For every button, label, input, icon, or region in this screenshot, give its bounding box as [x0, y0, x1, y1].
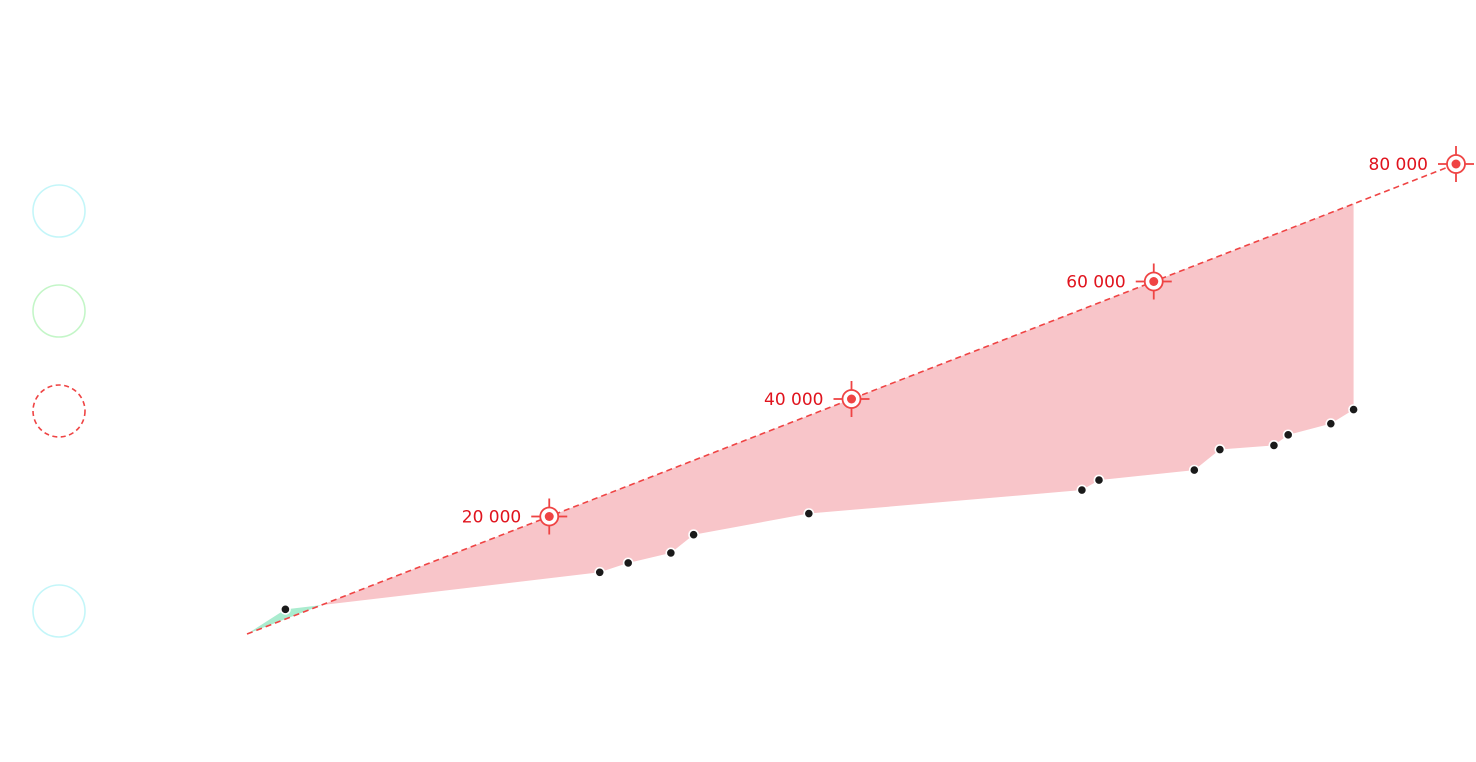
milestone-marker: 20 000	[462, 498, 568, 535]
legend	[32, 184, 86, 638]
data-point	[1282, 429, 1294, 441]
milestone-marker: 40 000	[764, 381, 870, 417]
milestone-marker: 60 000	[1066, 263, 1172, 300]
milestone-dot	[544, 512, 554, 521]
data-point	[1076, 484, 1088, 496]
legend-marker-4	[32, 584, 86, 638]
milestone-markers: 20 000 40 000 60 000 80 000	[462, 146, 1474, 535]
legend-marker-2	[32, 284, 86, 338]
data-point	[622, 557, 634, 569]
data-point	[1093, 474, 1105, 486]
milestone-dot	[847, 394, 856, 404]
data-point	[1348, 404, 1359, 415]
legend-marker-3	[32, 384, 86, 438]
target-line-group	[246, 163, 1457, 635]
data-point	[803, 508, 815, 519]
milestone-dot	[1149, 277, 1159, 286]
milestone-label: 20 000	[462, 508, 521, 528]
data-point	[1214, 444, 1226, 455]
data-point	[279, 603, 291, 615]
target-line	[246, 163, 1457, 635]
milestone-label: 80 000	[1369, 155, 1428, 175]
legend-marker-1	[32, 184, 86, 238]
data-point	[1268, 440, 1280, 451]
data-point	[1188, 464, 1200, 476]
milestone-label: 60 000	[1066, 273, 1125, 293]
milestone-label: 40 000	[764, 390, 823, 410]
data-point	[665, 547, 677, 559]
milestone-marker: 80 000	[1369, 146, 1474, 182]
data-points	[279, 404, 1359, 615]
data-point	[688, 529, 700, 541]
milestone-dot	[1451, 159, 1461, 169]
data-point	[1325, 418, 1337, 430]
area-above-target	[247, 605, 322, 634]
data-point	[594, 566, 606, 578]
